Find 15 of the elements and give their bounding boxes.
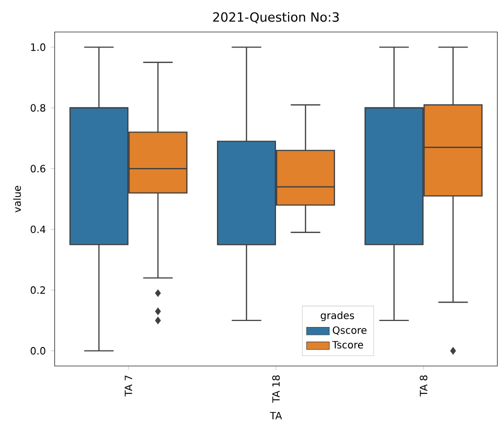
y-tick-label: 1.0 xyxy=(31,43,46,51)
y-tick-label: 0.2 xyxy=(30,286,45,294)
legend-title: grades xyxy=(320,311,354,322)
y-axis-title: value xyxy=(13,186,21,212)
x-tick-label: TA 8 xyxy=(420,375,428,396)
legend-label: Tscore xyxy=(332,341,364,349)
legend-label: Qscore xyxy=(332,326,366,336)
y-tick-label: 0.6 xyxy=(30,164,46,172)
y-tick-label: 0.4 xyxy=(30,226,46,234)
x-tick-label: TA 7 xyxy=(124,376,132,396)
y-tick-label: 0.0 xyxy=(30,347,46,355)
y-tick-label: 0.8 xyxy=(30,104,46,112)
x-tick-label: TA 18 xyxy=(272,375,280,403)
x-axis-title: TA xyxy=(270,412,282,420)
chart-title: 2021-Question No:3 xyxy=(213,12,339,24)
